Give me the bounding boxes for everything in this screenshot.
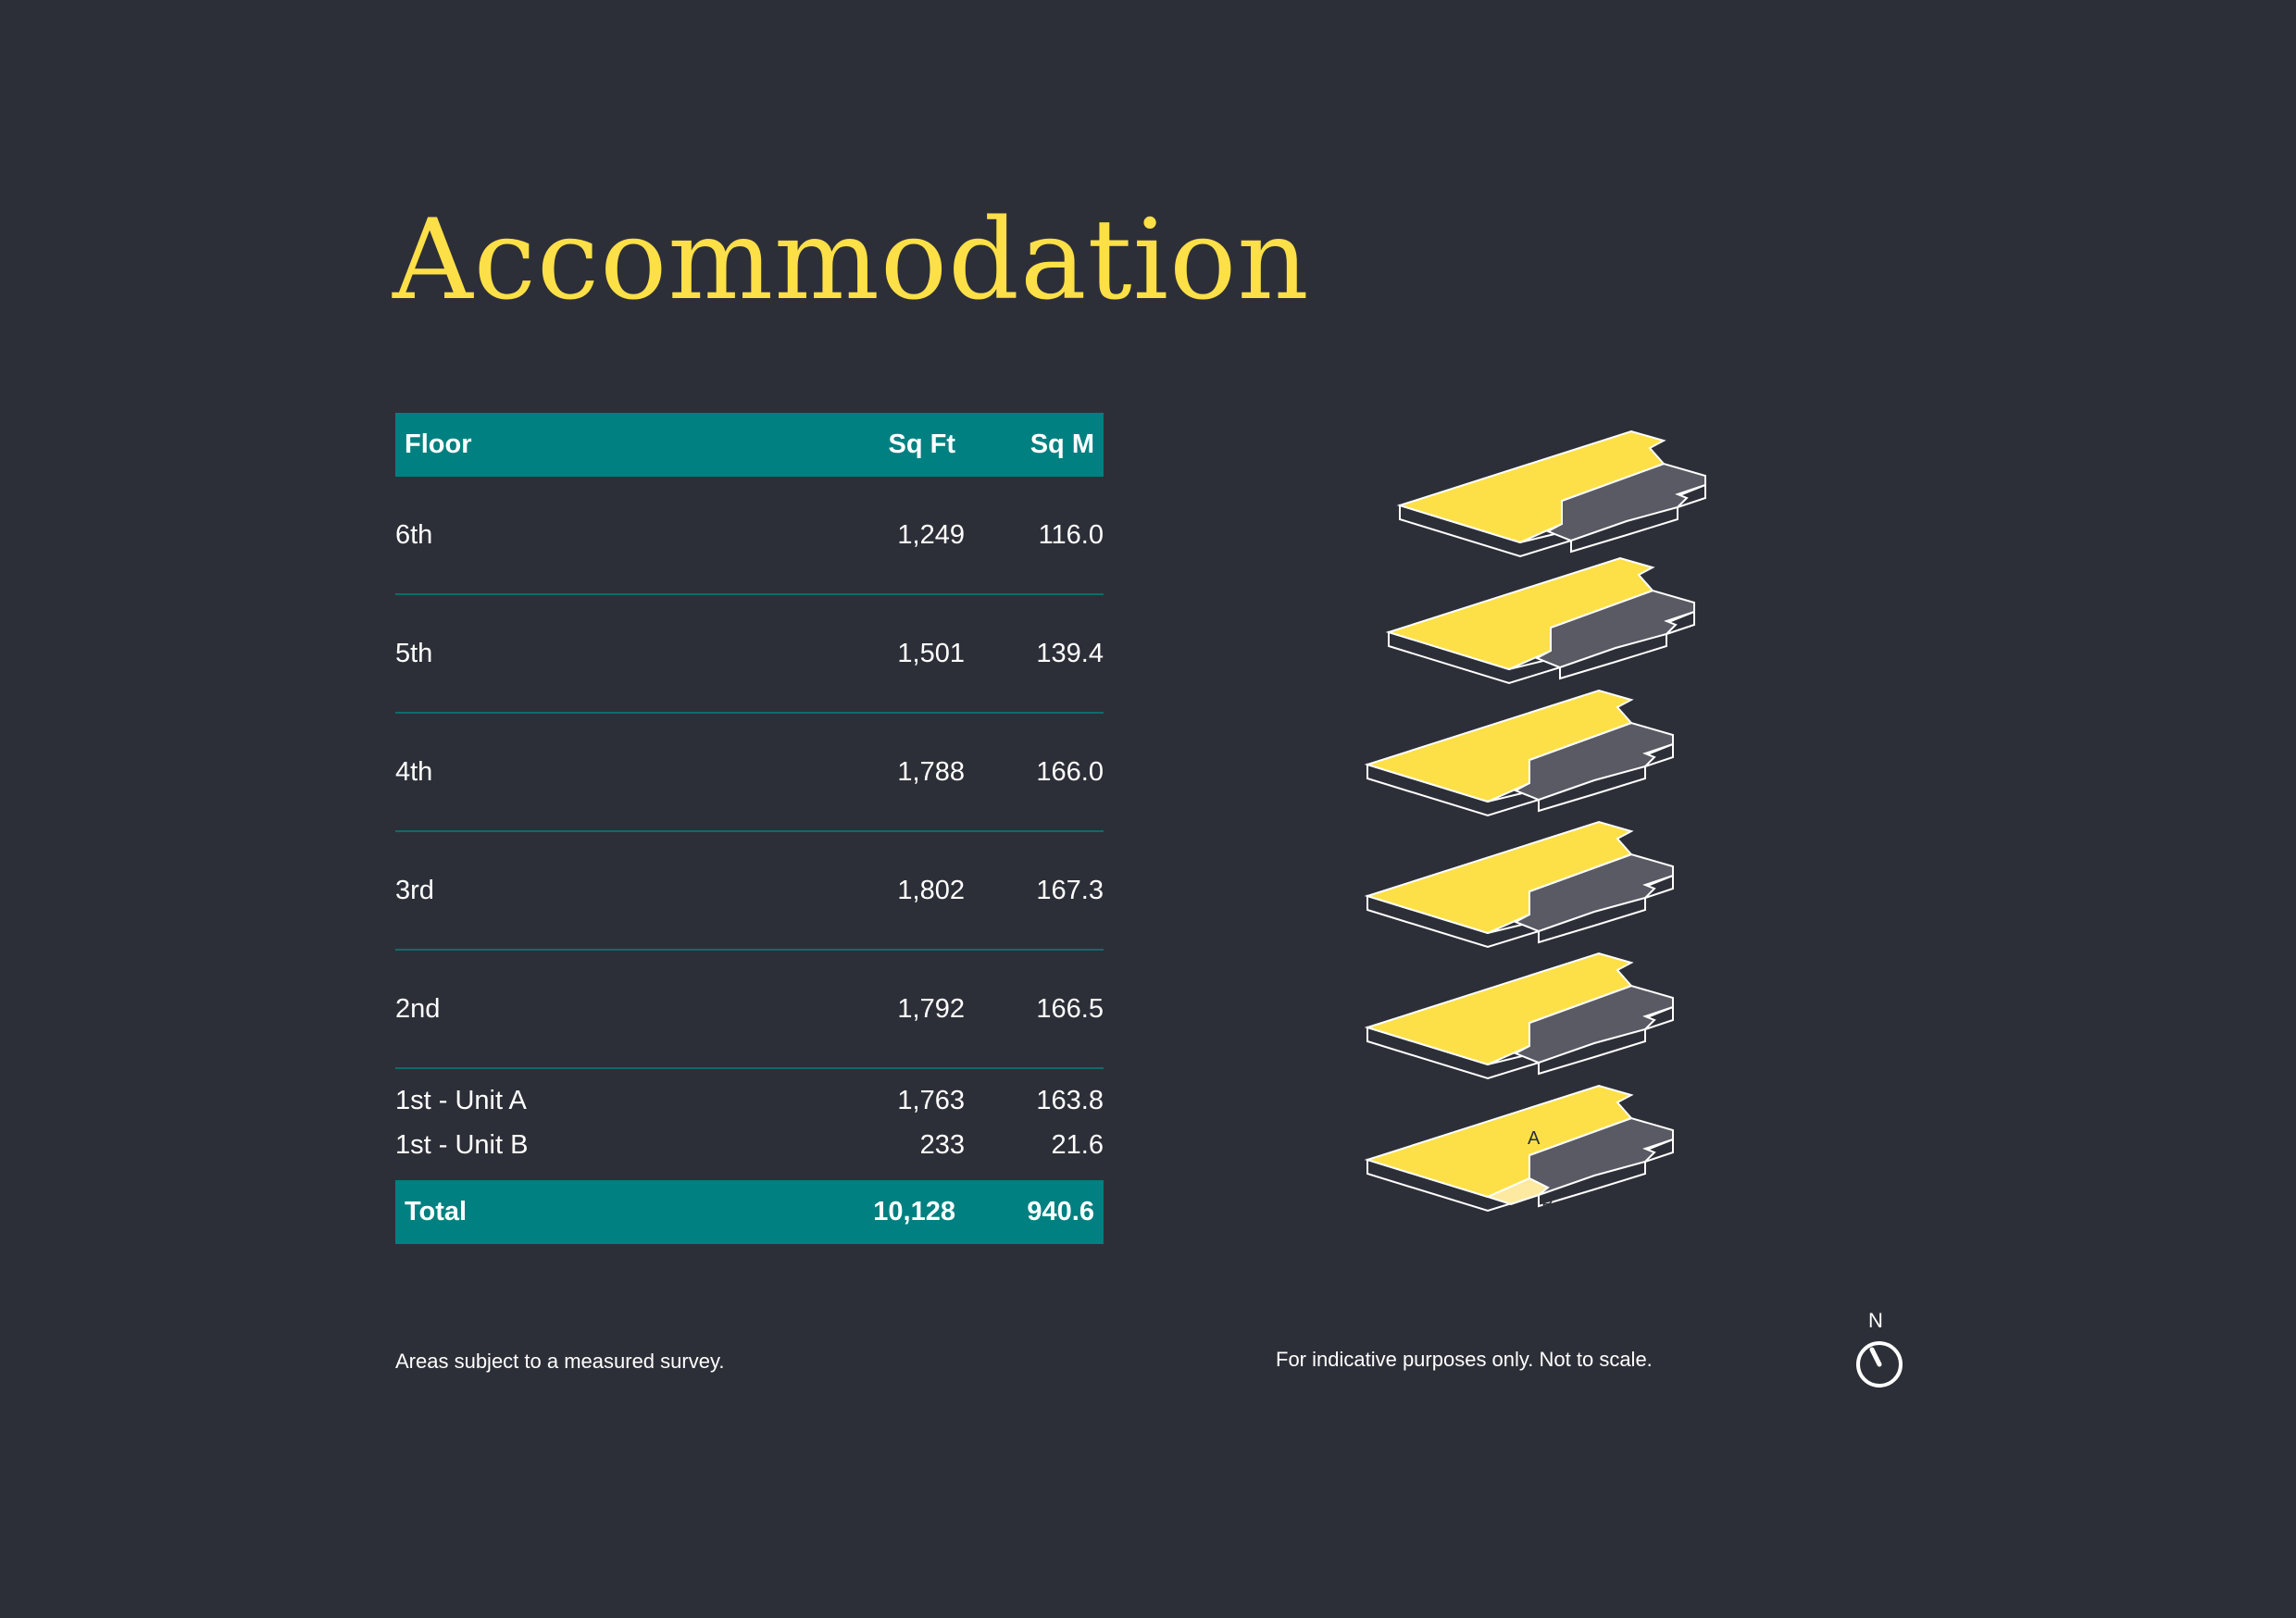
cell-sq-ft: 1,763 <box>897 1085 965 1115</box>
unit-a-label: A <box>1528 1128 1541 1149</box>
header-sq-m: Sq M <box>1029 429 1094 459</box>
cell-floor: 5th <box>395 638 433 668</box>
compass-label: N <box>1868 1309 1883 1332</box>
table-row: 1st - Unit A 1,763 163.8 <box>395 1078 1104 1123</box>
floor-plan-3rd <box>1366 821 1674 948</box>
floor-plan-2nd <box>1366 952 1674 1079</box>
total-sq-m: 940.6 <box>1027 1197 1094 1226</box>
floor-plan-5th <box>1388 557 1695 684</box>
stacked-floor-plans: A B <box>1364 430 1706 1215</box>
cell-floor: 1st - Unit B <box>395 1129 529 1160</box>
table-header: Floor Sq Ft Sq M <box>395 413 1104 477</box>
table-row: 6th 1,249 116.0 <box>395 477 1104 595</box>
table-row: 4th 1,788 166.0 <box>395 714 1104 832</box>
cell-sq-m: 167.3 <box>1036 875 1104 905</box>
scale-note: For indicative purposes only. Not to sca… <box>1276 1348 1653 1371</box>
table-row: 1st - Unit B 233 21.6 <box>395 1123 1104 1167</box>
survey-note: Areas subject to a measured survey. <box>395 1350 725 1373</box>
cell-sq-m: 21.6 <box>1051 1129 1104 1160</box>
cell-sq-ft: 1,792 <box>897 993 965 1024</box>
accommodation-table: Floor Sq Ft Sq M 6th 1,249 116.0 5th 1,5… <box>395 413 1104 1244</box>
floor-plan-6th <box>1399 430 1706 557</box>
cell-sq-m: 116.0 <box>1038 519 1104 550</box>
unit-b-label: B <box>1541 1195 1554 1215</box>
floor-plan-4th <box>1366 690 1674 816</box>
header-sq-ft: Sq Ft <box>888 429 956 459</box>
compass-icon <box>1856 1341 1903 1388</box>
cell-sq-m: 139.4 <box>1036 638 1104 668</box>
header-floor: Floor <box>405 429 472 459</box>
cell-floor: 2nd <box>395 993 441 1024</box>
cell-floor: 1st - Unit A <box>395 1085 527 1115</box>
cell-floor: 3rd <box>395 875 434 905</box>
cell-floor: 4th <box>395 756 433 787</box>
table-total-row: Total 10,128 940.6 <box>395 1180 1104 1244</box>
cell-sq-m: 166.5 <box>1036 993 1104 1024</box>
table-row: 2nd 1,792 166.5 <box>395 951 1104 1069</box>
page-title: Accommodation <box>393 196 1310 325</box>
cell-sq-ft: 233 <box>919 1129 965 1160</box>
unit-b-area <box>1485 1176 1550 1206</box>
cell-sq-ft: 1,788 <box>897 756 965 787</box>
cell-sq-ft: 1,501 <box>897 638 965 668</box>
table-row: 3rd 1,802 167.3 <box>395 832 1104 951</box>
cell-sq-ft: 1,802 <box>897 875 965 905</box>
table-row: 5th 1,501 139.4 <box>395 595 1104 714</box>
cell-sq-ft: 1,249 <box>897 519 965 550</box>
cell-floor: 6th <box>395 519 433 550</box>
cell-sq-m: 163.8 <box>1036 1085 1104 1115</box>
total-sq-ft: 10,128 <box>873 1197 955 1226</box>
floor-plan-1st <box>1364 1084 1674 1213</box>
total-label: Total <box>405 1197 468 1226</box>
cell-sq-m: 166.0 <box>1036 756 1104 787</box>
